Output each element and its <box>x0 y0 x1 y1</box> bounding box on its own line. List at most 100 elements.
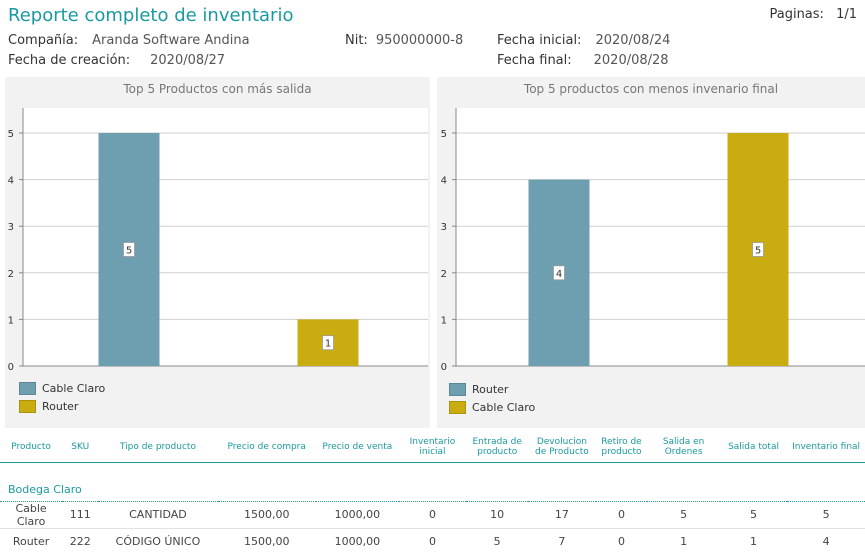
col-header[interactable]: SKU <box>62 432 99 463</box>
cell-salida-total: 1 <box>719 528 788 555</box>
data-label-box <box>123 242 135 257</box>
table-row: Router 222 CÓDIGO ÚNICO 1500,00 1000,00 … <box>0 528 865 555</box>
col-header[interactable]: Devolucion de Producto <box>528 432 596 463</box>
legend-item: Router <box>19 398 105 415</box>
col-header[interactable]: Entrada de producto <box>466 432 529 463</box>
legend-label: Router <box>472 383 509 396</box>
y-tick-label: 2 <box>441 269 447 280</box>
legend-item: Router <box>449 381 535 398</box>
col-header[interactable]: Producto <box>0 432 63 463</box>
col-header[interactable]: Retiro de producto <box>595 432 648 463</box>
cell-retiro: 0 <box>595 528 648 555</box>
start-date-label: Fecha inicial: <box>497 33 582 48</box>
data-label: 5 <box>126 246 132 257</box>
col-header[interactable]: Precio de compra <box>217 432 316 463</box>
data-label-box <box>553 265 565 281</box>
y-tick-label: 1 <box>8 315 14 326</box>
pages-label: Paginas: <box>769 7 824 22</box>
cell-retiro: 0 <box>595 501 648 529</box>
cell-salida-total: 5 <box>719 501 788 529</box>
chart-low-inventory-svg: 0 1 2 3 4 5 4 5 <box>441 108 865 373</box>
nit-label: Nit: <box>345 33 368 48</box>
table-header-row: Producto SKU Tipo de producto Precio de … <box>0 432 865 463</box>
created-field: Fecha de creación: 2020/08/27 <box>8 53 225 68</box>
start-date-field: Fecha inicial: 2020/08/24 <box>497 33 670 48</box>
cell-entrada: 5 <box>466 528 529 555</box>
created-value: 2020/08/27 <box>150 53 226 68</box>
cell-salida-ordenes: 5 <box>647 501 720 529</box>
cell-salida-ordenes: 1 <box>647 528 720 555</box>
legend-swatch <box>449 401 466 414</box>
created-label: Fecha de creación: <box>8 53 131 68</box>
cell-sku: 222 <box>62 528 99 555</box>
cell-entrada: 10 <box>466 501 529 529</box>
y-tick-label: 4 <box>441 176 447 187</box>
end-date-label: Fecha final: <box>497 53 572 68</box>
cell-devolucion: 17 <box>528 501 596 529</box>
nit-field: Nit: 950000000-8 <box>345 33 463 48</box>
col-header[interactable]: Salida en Ordenes <box>647 432 720 463</box>
col-header[interactable]: Precio de venta <box>315 432 399 463</box>
data-label: 4 <box>556 269 562 280</box>
cell-precio-compra: 1500,00 <box>217 501 316 529</box>
data-label: 1 <box>325 339 331 350</box>
y-tick-label: 3 <box>8 222 14 233</box>
y-tick-label: 1 <box>441 315 447 326</box>
data-label-box <box>322 335 334 351</box>
data-label-box <box>752 242 764 257</box>
company-field: Compañía: Aranda Software Andina <box>8 33 250 48</box>
legend-swatch <box>19 382 36 395</box>
y-tick-label: 5 <box>8 129 14 140</box>
cell-sku: 111 <box>62 501 99 529</box>
cell-tipo: CÓDIGO ÚNICO <box>98 528 218 555</box>
table-row: Cable Claro 111 CANTIDAD 1500,00 1000,00… <box>0 501 865 529</box>
group-label: Bodega Claro <box>0 462 865 502</box>
nit-value: 950000000-8 <box>375 33 464 48</box>
chart-legend: Router Cable Claro <box>449 381 535 417</box>
plot-area <box>456 108 865 366</box>
chart-legend: Cable Claro Router <box>19 380 105 416</box>
cell-inventario-final: 4 <box>787 528 865 555</box>
plot-area <box>23 108 428 366</box>
cell-precio-venta: 1000,00 <box>315 501 399 529</box>
page-indicator: Paginas: 1/1 <box>769 7 857 22</box>
cell-inventario-inicial: 0 <box>398 501 467 529</box>
pages-value: 1/1 <box>836 7 857 22</box>
legend-swatch <box>449 383 466 396</box>
cell-devolucion: 7 <box>528 528 596 555</box>
cell-producto: Router <box>0 528 63 555</box>
data-label: 5 <box>755 246 761 257</box>
end-date-value: 2020/08/28 <box>593 53 669 68</box>
cell-producto: Cable Claro <box>0 501 63 529</box>
cell-precio-compra: 1500,00 <box>217 528 316 555</box>
chart-title: Top 5 Productos con más salida <box>123 82 312 96</box>
chart-top-sales-svg: 0 1 2 3 4 5 5 1 <box>8 108 428 373</box>
legend-label: Cable Claro <box>42 382 106 395</box>
cell-inventario-final: 5 <box>787 501 865 529</box>
cell-precio-venta: 1000,00 <box>315 528 399 555</box>
start-date-value: 2020/08/24 <box>595 33 671 48</box>
group-row: Bodega Claro <box>0 462 865 502</box>
cell-tipo: CANTIDAD <box>98 501 218 529</box>
legend-item: Cable Claro <box>449 399 535 416</box>
chart-title: Top 5 productos con menos invenario fina… <box>523 82 779 96</box>
company-label: Compañía: <box>8 33 79 48</box>
inventory-table: Producto SKU Tipo de producto Precio de … <box>0 432 865 555</box>
cell-inventario-inicial: 0 <box>398 528 467 555</box>
col-header[interactable]: Inventario inicial <box>398 432 467 463</box>
col-header[interactable]: Inventario final <box>787 432 865 463</box>
y-tick-label: 0 <box>441 362 447 373</box>
legend-swatch <box>19 400 36 413</box>
chart-low-inventory: Top 5 productos con menos invenario fina… <box>437 77 865 428</box>
y-tick-label: 3 <box>441 222 447 233</box>
y-tick-label: 0 <box>8 362 14 373</box>
legend-item: Cable Claro <box>19 380 105 397</box>
company-value: Aranda Software Andina <box>92 33 250 48</box>
col-header[interactable]: Salida total <box>719 432 788 463</box>
y-tick-label: 2 <box>8 269 14 280</box>
report-title: Reporte completo de inventario <box>8 5 294 26</box>
end-date-field: Fecha final: 2020/08/28 <box>497 53 669 68</box>
col-header[interactable]: Tipo de producto <box>98 432 218 463</box>
legend-label: Cable Claro <box>472 401 536 414</box>
